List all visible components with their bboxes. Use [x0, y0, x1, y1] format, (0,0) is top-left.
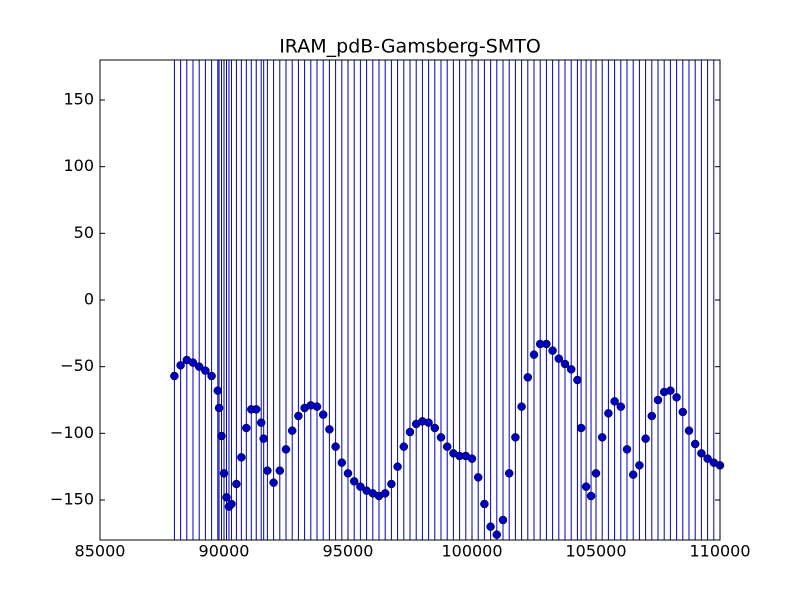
- point: [176, 361, 185, 370]
- point: [542, 339, 551, 349]
- point: [251, 405, 261, 414]
- point: [616, 402, 626, 411]
- point: [517, 402, 526, 411]
- point: [467, 454, 477, 463]
- point: [294, 411, 303, 421]
- y-tick-label: −150: [50, 490, 94, 509]
- point: [703, 454, 712, 463]
- point: [194, 362, 204, 371]
- point: [281, 445, 291, 454]
- point: [442, 442, 452, 451]
- point: [287, 426, 297, 435]
- point: [393, 462, 402, 471]
- point: [188, 358, 198, 367]
- y-tick-label: 50: [74, 223, 94, 242]
- point: [399, 442, 409, 451]
- point: [576, 423, 586, 433]
- point: [219, 469, 229, 478]
- point: [684, 426, 694, 435]
- point: [170, 371, 179, 381]
- point: [275, 466, 285, 475]
- point: [566, 365, 576, 374]
- x-tick-label: 95000: [323, 542, 374, 561]
- point: [554, 354, 564, 363]
- point: [217, 431, 226, 441]
- point: [604, 409, 613, 418]
- point: [653, 395, 663, 405]
- point: [581, 482, 591, 491]
- x-tick-label: 105000: [565, 542, 626, 561]
- y-tick-label: 100: [63, 156, 94, 175]
- point: [214, 403, 224, 413]
- point: [573, 375, 582, 385]
- point: [628, 470, 638, 479]
- point: [672, 393, 681, 402]
- point: [259, 434, 268, 443]
- y-tick-label: −100: [50, 423, 94, 442]
- point: [473, 473, 483, 482]
- point: [591, 469, 601, 478]
- point: [690, 439, 700, 449]
- chart-title: IRAM_pdB-Gamsberg-SMTO: [279, 36, 541, 58]
- point: [337, 458, 347, 467]
- point: [269, 478, 278, 487]
- point: [586, 491, 596, 501]
- point: [256, 418, 266, 427]
- point: [424, 418, 433, 427]
- y-tick-label: 150: [63, 90, 94, 109]
- point: [622, 445, 632, 454]
- point: [504, 469, 514, 478]
- point: [597, 433, 607, 442]
- point: [222, 493, 231, 502]
- y-tick-label: 0: [84, 290, 94, 309]
- y-tick-label: −50: [60, 356, 94, 375]
- point: [387, 479, 396, 489]
- x-tick-label: 90000: [199, 542, 250, 561]
- point: [430, 423, 440, 433]
- point: [529, 350, 539, 359]
- point: [356, 482, 365, 491]
- point: [318, 410, 328, 419]
- point: [560, 359, 570, 369]
- point: [498, 515, 508, 525]
- point: [237, 453, 246, 462]
- point: [349, 477, 359, 486]
- point: [227, 499, 236, 509]
- x-tick-label: 100000: [441, 542, 502, 561]
- point: [242, 423, 251, 433]
- x-tick-label: 110000: [689, 542, 750, 561]
- point: [480, 499, 489, 509]
- point: [232, 479, 241, 489]
- point: [678, 407, 688, 417]
- point: [511, 433, 520, 442]
- point: [405, 427, 415, 437]
- point: [486, 522, 495, 531]
- point: [641, 434, 650, 443]
- point: [666, 386, 675, 395]
- point: [548, 346, 557, 355]
- point: [207, 371, 216, 381]
- point: [436, 433, 446, 442]
- point: [647, 411, 657, 421]
- point: [331, 442, 340, 451]
- x-tick-label: 85000: [75, 542, 126, 561]
- point: [492, 530, 502, 539]
- point: [635, 461, 644, 470]
- point: [325, 425, 334, 434]
- point: [263, 466, 272, 475]
- point: [312, 402, 322, 411]
- point: [380, 489, 390, 498]
- point: [610, 397, 619, 406]
- point: [201, 366, 210, 375]
- point: [523, 373, 533, 382]
- point: [697, 449, 706, 458]
- point: [213, 386, 223, 395]
- point: [343, 469, 353, 478]
